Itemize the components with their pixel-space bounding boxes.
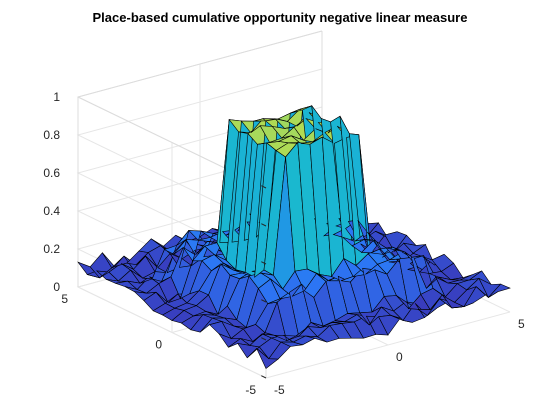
z-tick — [261, 375, 267, 379]
y-tick-label: 0 — [155, 338, 162, 352]
surface-mesh — [77, 104, 511, 369]
z-tick-label: 0.4 — [43, 204, 60, 218]
z-tick — [261, 185, 267, 189]
z-tick-label: 0 — [53, 280, 60, 294]
box-edge — [77, 30, 323, 98]
y-tick-label: 5 — [61, 292, 68, 306]
x-tick-label: 0 — [396, 350, 403, 364]
z-tick — [261, 261, 267, 265]
z-tick-label: 0.2 — [43, 242, 60, 256]
x-tick-label: -5 — [274, 383, 285, 397]
z-tick-label: 0.8 — [43, 128, 60, 142]
z-tick — [261, 223, 267, 227]
z-tick — [261, 299, 267, 303]
x-tick-label: 5 — [518, 317, 525, 331]
z-tick — [261, 337, 267, 341]
z-tick-label: 0.6 — [43, 166, 60, 180]
grid-line — [265, 311, 511, 379]
y-tick-label: -5 — [245, 383, 256, 397]
chart-title: Place-based cumulative opportunity negat… — [92, 10, 468, 25]
surface-patch — [488, 283, 511, 298]
z-tick-label: 1 — [53, 90, 60, 104]
axis-ticks: 00.20.40.60.81-505-505 — [43, 90, 525, 397]
